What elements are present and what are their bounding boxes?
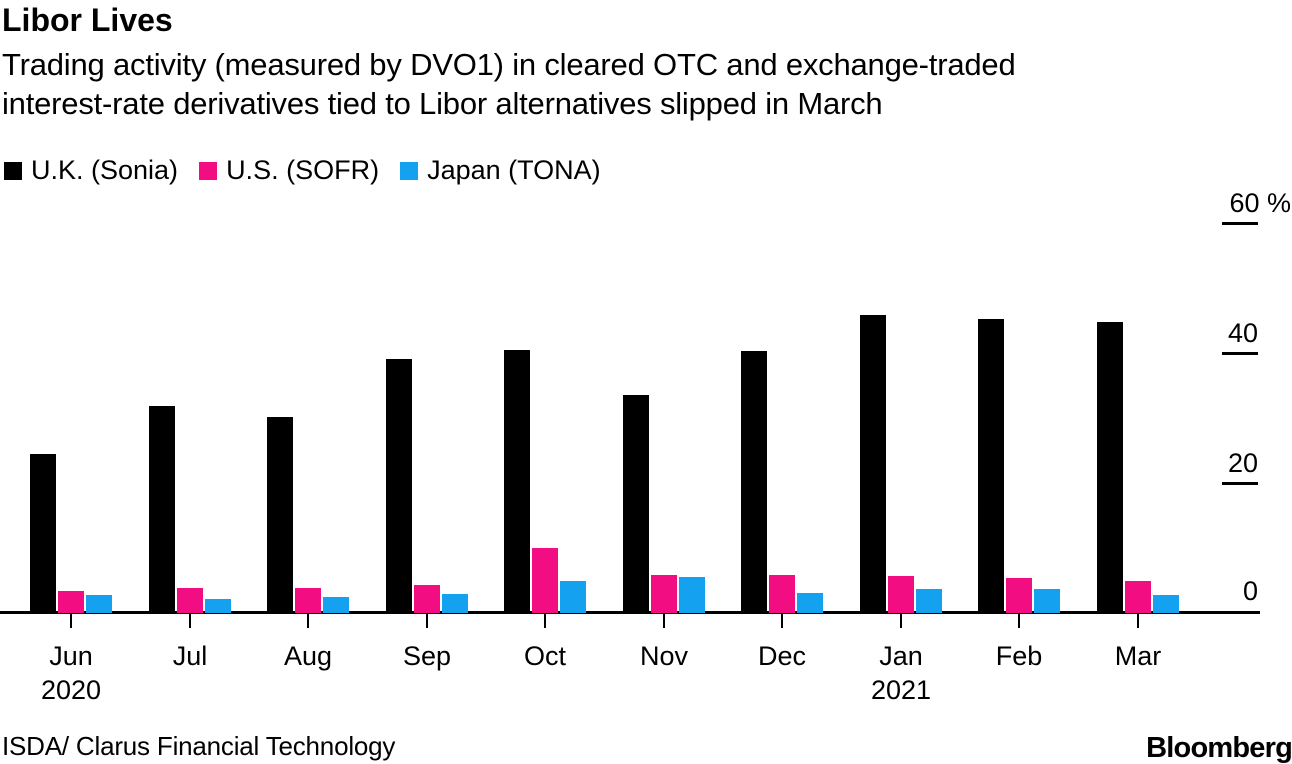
y-axis-tick-20 [1222,482,1258,485]
bar-japan-tona-feb [1034,589,1060,613]
bar-u-k-sonia-jun [30,454,56,613]
x-axis-label-jul: Jul [172,641,208,671]
bar-u-k-sonia-mar [1097,322,1123,613]
legend-label: U.K. (Sonia) [31,155,179,185]
x-axis-tick-feb [1018,614,1020,628]
bar-japan-tona-dec [797,593,823,613]
bar-u-s-sofr-dec [769,575,795,613]
x-axis-tick-sep [426,614,428,628]
bar-u-k-sonia-jan [860,315,886,613]
x-axis-label-sep: Sep [402,641,452,671]
bar-u-s-sofr-jan [888,576,914,613]
legend-label: Japan (TONA) [427,155,601,185]
x-axis-tick-aug [307,614,309,628]
bar-japan-tona-mar [1153,595,1179,613]
chart-subtitle-line2: interest-rate derivatives tied to Libor … [2,86,883,121]
bar-u-k-sonia-aug [267,417,293,613]
x-axis-label-aug: Aug [283,641,333,671]
bar-japan-tona-oct [560,581,586,613]
bar-u-k-sonia-jul [149,406,175,613]
bloomberg-logo: Bloomberg [1146,732,1292,764]
bar-u-s-sofr-mar [1125,581,1151,613]
legend-item-japan-tona: Japan (TONA) [400,155,601,186]
x-axis-label-jun: Jun [49,641,93,671]
bar-japan-tona-nov [679,577,705,613]
y-axis-label-0: 0 [1242,576,1258,606]
bar-japan-tona-aug [323,597,349,613]
x-axis-label-mar: Mar [1114,641,1162,671]
x-axis-tick-jul [189,614,191,628]
y-axis-tick-40 [1222,352,1258,355]
x-axis-label-nov: Nov [639,641,688,671]
bar-u-s-sofr-aug [295,588,321,613]
y-axis-label-20: 20 [1227,448,1258,478]
x-axis-label-jan: Jan [879,641,923,671]
bar-japan-tona-jun [86,595,112,613]
legend-swatch-icon [400,161,419,180]
chart-title: Libor Lives [2,2,173,38]
legend-swatch-icon [199,161,218,180]
legend: U.K. (Sonia) U.S. (SOFR) Japan (TONA) [4,155,601,186]
bar-japan-tona-jul [205,599,231,613]
x-axis-label-feb: Feb [995,641,1043,671]
bar-u-k-sonia-dec [741,351,767,613]
x-axis-year-label-2021: 2021 [870,675,932,705]
y-axis-tick-60 [1222,222,1258,225]
legend-item-u-s-sofr: U.S. (SOFR) [199,155,379,186]
x-axis-label-oct: Oct [523,641,566,671]
x-axis-tick-dec [781,614,783,628]
bar-u-s-sofr-nov [651,575,677,613]
bar-u-k-sonia-nov [623,395,649,613]
bar-japan-tona-sep [442,594,468,613]
x-axis-tick-jan [900,614,902,628]
x-axis-tick-nov [663,614,665,628]
source-label: ISDA/ Clarus Financial Technology [2,731,396,761]
legend-item-u-k-sonia: U.K. (Sonia) [4,155,178,186]
bar-u-s-sofr-feb [1006,578,1032,613]
y-axis-label-60: 60 % [1229,188,1291,218]
legend-swatch-icon [4,161,22,180]
bar-u-s-sofr-jun [58,591,84,613]
bar-japan-tona-jan [916,589,942,613]
chart-subtitle: Trading activity (measured by DVO1) in c… [2,45,1016,123]
chart-subtitle-line1: Trading activity (measured by DVO1) in c… [2,47,1016,82]
legend-label: U.S. (SOFR) [226,155,380,185]
x-axis-tick-oct [544,614,546,628]
x-axis-tick-mar [1137,614,1139,628]
y-axis-label-40: 40 [1227,318,1258,348]
x-axis-label-dec: Dec [757,641,806,671]
bar-u-s-sofr-sep [414,585,440,613]
bar-u-k-sonia-sep [386,359,412,613]
bar-u-k-sonia-feb [978,319,1004,613]
x-axis-year-label-2020: 2020 [40,675,102,705]
x-axis-tick-jun [70,614,72,628]
bar-u-k-sonia-oct [504,350,530,613]
bar-u-s-sofr-jul [177,588,203,613]
bar-u-s-sofr-oct [532,548,558,613]
